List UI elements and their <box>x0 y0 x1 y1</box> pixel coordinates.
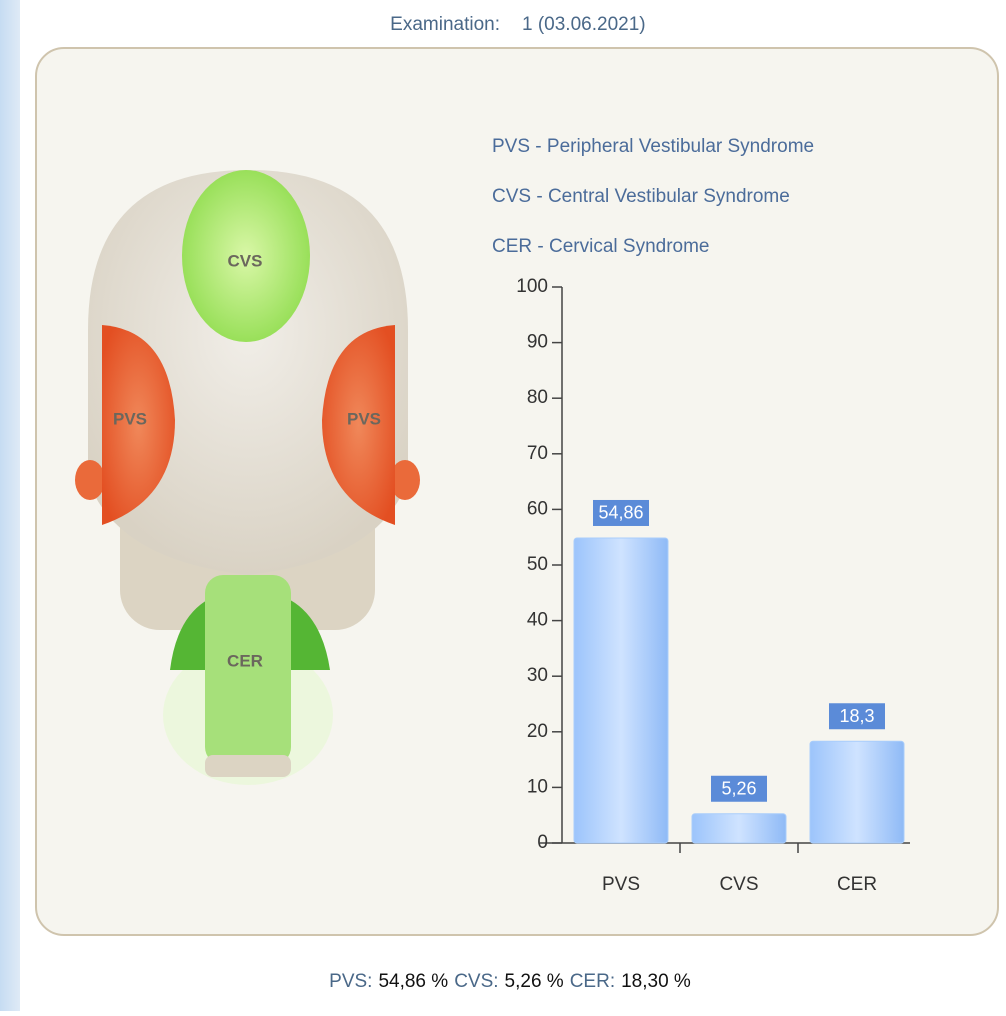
y-tick-label: 10 <box>527 776 548 797</box>
head-label: CER <box>227 651 263 670</box>
legend-text: CER - Cervical Syndrome <box>492 236 710 257</box>
footer: PVS: 54,86 % CVS: 5,26 % CER: 18,30 % <box>329 971 691 992</box>
y-tick-label: 60 <box>527 498 548 519</box>
x-tick-label: CER <box>837 874 877 895</box>
y-tick-label: 20 <box>527 721 548 742</box>
header-value: 1 (03.06.2021) <box>522 14 646 35</box>
side-strip <box>0 0 20 1011</box>
x-tick-label: PVS <box>602 874 640 895</box>
value-label-box <box>829 703 885 730</box>
footer-value: 54,86 % <box>378 971 448 992</box>
y-tick-label: 50 <box>527 554 548 575</box>
y-tick-label: 40 <box>527 610 548 631</box>
value-label: 18,3 <box>839 706 874 726</box>
y-tick-label: 70 <box>527 443 548 464</box>
bar <box>573 537 669 844</box>
head-label: PVS <box>113 409 147 428</box>
y-tick-label: 100 <box>516 276 548 297</box>
footer-name: PVS: <box>329 971 372 992</box>
value-label: 54,86 <box>598 503 643 523</box>
header-label: Examination: <box>390 14 500 35</box>
legend-text: PVS - Peripheral Vestibular Syndrome <box>492 136 814 157</box>
y-tick-label: 80 <box>527 387 548 408</box>
bar <box>691 813 787 844</box>
bar <box>809 740 905 844</box>
x-tick-label: CVS <box>719 874 758 895</box>
y-tick-label: 0 <box>537 832 548 853</box>
value-label-box <box>711 775 767 802</box>
head-label: CVS <box>228 251 263 270</box>
y-tick-label: 90 <box>527 332 548 353</box>
value-label-box <box>593 499 649 526</box>
head-label: PVS <box>347 409 381 428</box>
head-illustration <box>75 170 420 785</box>
footer-value: 5,26 % <box>505 971 564 992</box>
footer-name: CER: <box>570 971 615 992</box>
footer-name: CVS: <box>454 971 498 992</box>
y-tick-label: 30 <box>527 665 548 686</box>
value-label: 5,26 <box>721 779 756 799</box>
footer-value: 18,30 % <box>621 971 691 992</box>
legend-text: CVS - Central Vestibular Syndrome <box>492 186 790 207</box>
